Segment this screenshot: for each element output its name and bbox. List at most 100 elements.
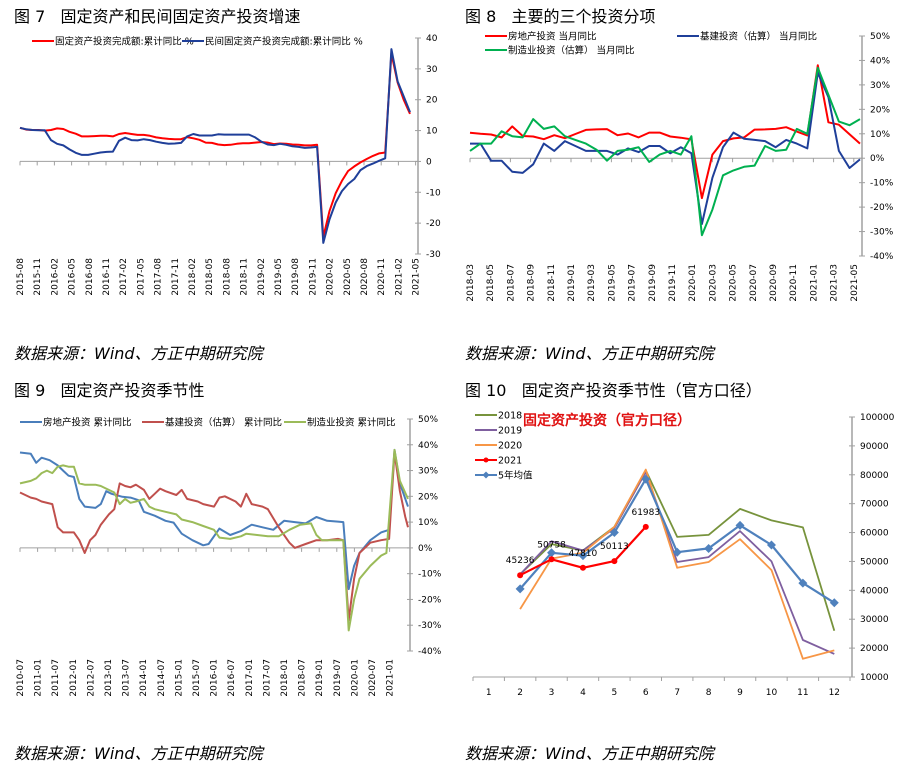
chart-inner-title: 固定资产投资（官方口径） — [523, 412, 691, 429]
legend-label: 基建投资（估算） 当月同比 — [700, 31, 817, 43]
figure-8-title: 图 8 主要的三个投资分项 — [465, 3, 656, 27]
y-tick-label: 30000 — [860, 615, 889, 625]
legend-label: 房地产投资 累计同比 — [43, 417, 132, 429]
x-tick-label: 2017-01 — [245, 659, 255, 697]
y-tick-label: 70000 — [860, 500, 889, 510]
y-tick-label: 20% — [418, 492, 438, 502]
x-tick-label: 8 — [706, 688, 712, 698]
figure-8-source: 数据来源：Wind、方正中期研究院 — [465, 344, 714, 363]
x-tick-label: 2010-07 — [16, 659, 26, 697]
figure-9-title: 图 9 固定资产投资季节性 — [14, 377, 205, 401]
data-point-2021 — [517, 572, 524, 579]
y-tick-label: 10% — [870, 130, 890, 140]
x-tick-label: 11 — [797, 688, 808, 698]
data-point-5yr-average — [609, 528, 619, 538]
x-tick-label: 2018-07 — [506, 264, 516, 302]
y-tick-label: 30 — [426, 65, 438, 75]
y-tick-label: 100000 — [860, 413, 895, 423]
y-tick-label: 40% — [418, 441, 438, 451]
x-tick-label: 2011-01 — [34, 659, 44, 697]
data-label-2021: 50758 — [537, 540, 566, 550]
x-tick-label: 2014-01 — [139, 659, 149, 697]
x-tick-label: 9 — [737, 688, 743, 698]
data-point-5yr-average — [735, 520, 745, 530]
y-tick-label: -30 — [426, 250, 441, 260]
x-tick-label: 2019-02 — [257, 258, 267, 296]
y-tick-label: -10% — [870, 179, 894, 189]
y-tick-label: 90000 — [860, 442, 889, 452]
legend-label: 2019 — [498, 426, 522, 437]
x-tick-label: 2019-03 — [587, 264, 597, 302]
y-tick-label: 40000 — [860, 586, 889, 596]
x-tick-label: 2016-01 — [210, 659, 220, 697]
x-tick-label: 7 — [674, 688, 680, 698]
x-tick-label: 2020-01 — [688, 264, 698, 302]
data-point-2021 — [642, 523, 649, 530]
legend-label: 房地产投资 当月同比 — [508, 31, 597, 43]
figure-7-title-text: 固定资产和民间固定资产投资增速 — [60, 7, 301, 26]
series-line-manufacturing-cumulative — [19, 448, 409, 632]
x-tick-label: 2020-07 — [749, 264, 759, 302]
x-tick-label: 12 — [829, 688, 840, 698]
x-tick-label: 2020-01 — [350, 659, 360, 697]
x-tick-label: 2018-03 — [466, 264, 476, 302]
x-tick-label: 2018-09 — [527, 264, 537, 302]
x-tick-label: 10 — [766, 688, 778, 698]
x-tick-label: 2021-05 — [850, 264, 860, 302]
chart-investment-seasonality-official: 10000 20000 30000 40000 50000 60000 70000 80000… — [472, 411, 895, 698]
legend-label: 2018 — [498, 411, 522, 422]
y-tick-label: 0% — [418, 544, 433, 554]
y-tick-label: 10 — [426, 127, 438, 137]
figure-10-panel: 图 10 固定资产投资季节性（官方口径） 10000 20000 30000 4000… — [455, 370, 913, 771]
data-label-2021: 47810 — [569, 549, 598, 559]
x-tick-label: 2019-01 — [315, 659, 325, 697]
data-point-5yr-average — [829, 598, 839, 608]
y-tick-label: -10% — [418, 570, 442, 580]
x-tick-label: 5 — [612, 688, 618, 698]
x-tick-label: 2020-09 — [769, 264, 779, 302]
y-tick-label: 80000 — [860, 471, 889, 481]
x-tick-label: 2 — [517, 688, 523, 698]
x-tick-label: 2016-11 — [102, 258, 112, 296]
x-tick-label: 2018-02 — [188, 258, 198, 296]
y-tick-label: 20 — [426, 96, 438, 106]
figure-7-title: 图 7 固定资产和民间固定资产投资增速 — [14, 3, 301, 27]
y-tick-label: 50000 — [860, 557, 889, 567]
y-tick-label: 60000 — [860, 529, 889, 539]
x-tick-label: 2020-02 — [326, 258, 336, 296]
x-tick-label: 2019-11 — [668, 264, 678, 302]
legend-label: 民间固定资产投资完成额:累计同比 % — [205, 36, 363, 48]
figure-7-panel: 图 7 固定资产和民间固定资产投资增速 -30 -20 -10 0 10 20 30 40 20… — [0, 0, 455, 370]
data-point-5yr-average — [641, 474, 651, 484]
x-tick-label: 2020-11 — [789, 264, 799, 302]
data-point-5yr-average — [704, 543, 714, 553]
legend-label: 2021 — [498, 456, 522, 467]
x-tick-label: 2016-08 — [85, 258, 95, 296]
x-tick-label: 2016-02 — [50, 258, 60, 296]
series-line-infrastructure — [470, 71, 861, 225]
x-tick-label: 2012-07 — [86, 659, 96, 697]
x-tick-label: 2017-08 — [154, 258, 164, 296]
series-line-real-estate-cumulative — [19, 448, 409, 591]
data-point-5yr-average — [766, 540, 776, 550]
x-tick-label: 2021-02 — [394, 258, 404, 296]
y-tick-label: -40% — [418, 647, 442, 657]
legend-label: 2020 — [498, 441, 522, 452]
data-label-2021: 45236 — [506, 556, 535, 566]
x-tick-label: 2018-05 — [205, 258, 215, 296]
legend-marker — [482, 471, 490, 479]
series-line-fai — [19, 52, 411, 238]
y-tick-label: 30% — [418, 467, 438, 477]
x-tick-label: 2016-07 — [227, 659, 237, 697]
x-tick-label: 2017-07 — [262, 659, 272, 697]
data-point-2021 — [611, 558, 618, 565]
y-tick-label: 50% — [870, 32, 890, 42]
chart-investment-seasonality: -40% -30% -20% -10% 0% 10% 20% 30% 40% 50% 2010-07… — [16, 415, 442, 697]
figure-10-source: 数据来源：Wind、方正中期研究院 — [465, 744, 714, 763]
x-tick-label: 6 — [643, 688, 649, 698]
x-tick-label: 2019-07 — [333, 659, 343, 697]
x-tick-label: 2019-09 — [648, 264, 658, 302]
x-tick-label: 2011-07 — [51, 659, 61, 697]
figure-9-label: 图 9 — [14, 381, 46, 400]
x-tick-label: 2019-05 — [607, 264, 617, 302]
